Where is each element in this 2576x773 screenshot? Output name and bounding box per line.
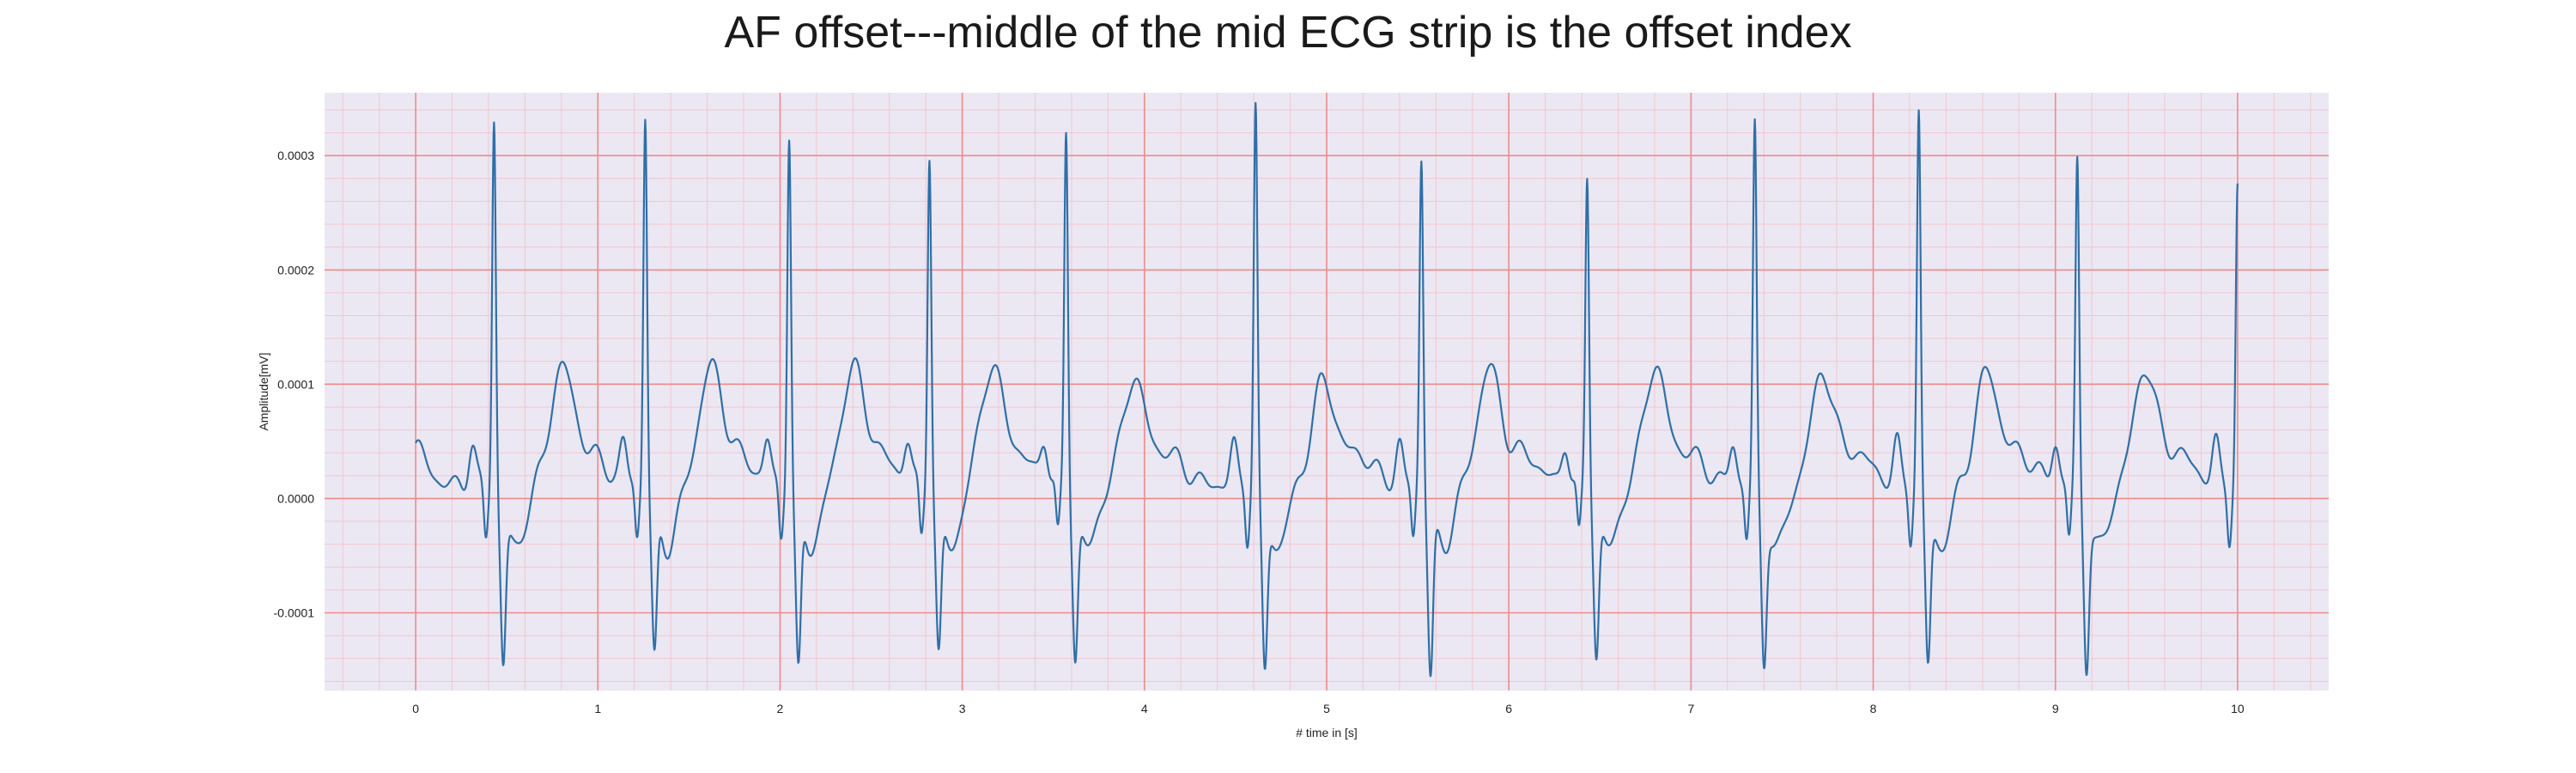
chart-title: AF offset---middle of the mid ECG strip … <box>724 8 1852 58</box>
x-axis-ticks: 0 1 2 3 4 5 6 7 8 9 10 <box>412 702 2245 715</box>
ecg-series-line <box>415 101 2239 678</box>
y-axis-label: Amplitude[mV] <box>257 352 270 430</box>
x-tick-label: 3 <box>959 702 966 715</box>
major-grid <box>325 93 2329 691</box>
y-tick-label: 0.0001 <box>277 377 314 391</box>
x-tick-label: 7 <box>1687 702 1694 715</box>
x-tick-label: 4 <box>1141 702 1148 715</box>
y-tick-label: -0.0001 <box>274 606 315 620</box>
y-tick-label: 0.0003 <box>277 149 314 162</box>
x-tick-label: 5 <box>1323 702 1330 715</box>
x-tick-label: 2 <box>777 702 784 715</box>
x-tick-label: 9 <box>2052 702 2059 715</box>
x-tick-label: 8 <box>1870 702 1877 715</box>
y-axis-ticks: -0.0001 0.0000 0.0001 0.0002 0.0003 <box>274 149 315 619</box>
x-tick-label: 6 <box>1505 702 1512 715</box>
x-tick-label: 0 <box>412 702 419 715</box>
y-tick-label: 0.0000 <box>277 491 314 505</box>
x-tick-label: 1 <box>594 702 601 715</box>
x-axis-label: # time in [s] <box>1296 726 1358 740</box>
x-tick-label: 10 <box>2231 702 2245 715</box>
y-tick-label: 0.0002 <box>277 263 314 277</box>
